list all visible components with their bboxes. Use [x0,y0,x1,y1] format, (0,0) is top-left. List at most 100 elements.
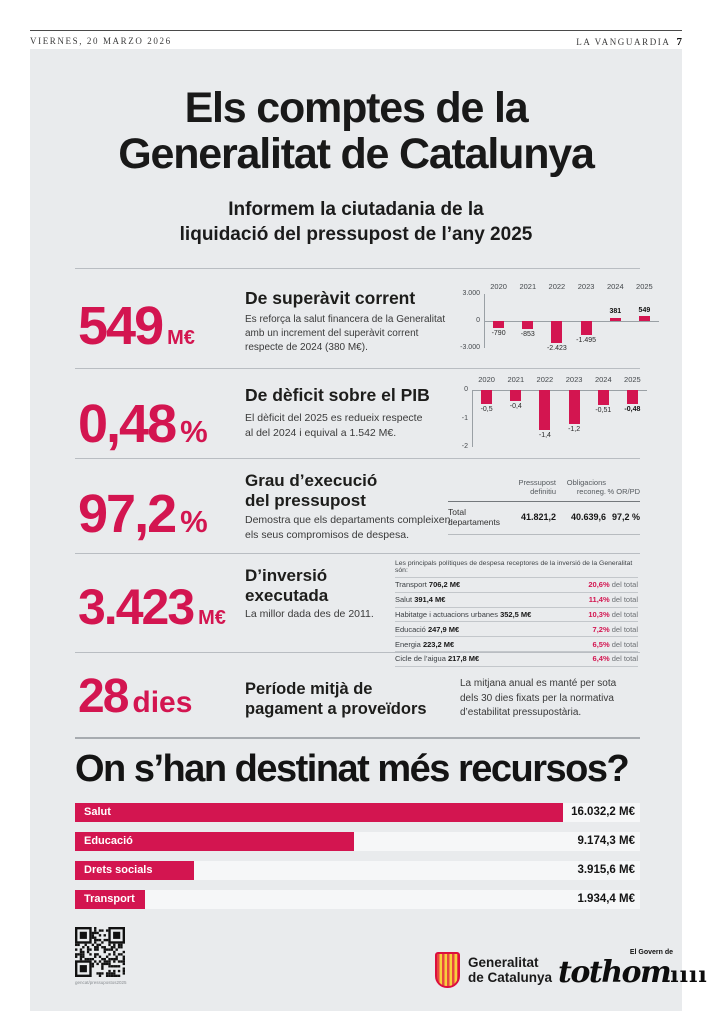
table-header: Pressupost definitiu [518,478,556,497]
bar: Drets socials [75,861,194,880]
category-label: 2021 [519,282,537,291]
masthead-name: LA VANGUARDIA [576,37,671,47]
category-label: 2025 [636,282,653,291]
value-label: -1,2 [568,426,581,434]
body-inversio: La millor dada des de 2011. [245,608,374,620]
item-label: Transport 706,2 M€ [395,580,461,590]
bar [510,390,522,402]
heading-deficit: De dèficit sobre el PIB [245,385,430,405]
stat-unit: % [180,414,208,449]
value-label: 549 [638,306,651,314]
newspaper-masthead: LA VANGUARDIA 7 [576,36,682,48]
divider [75,368,640,369]
list-item: Transport 706,2 M€ 20,6% del total [395,577,638,592]
table-cell: 97,2 % [611,511,640,522]
value-label: -0,51 [595,406,612,414]
item-label: Educació 247,9 M€ [395,624,460,634]
value-label: -853 [520,330,535,338]
heading-inversio: D’inversió executada [245,566,329,606]
heading-superavit: De superàvit corrent [245,288,416,308]
bar-label: Salut [84,806,111,818]
stat-pagament: 28 dies [78,670,193,723]
category-label: 2025 [624,375,641,384]
section-question: On s’han destinat més recursos? [75,748,630,790]
bar-value: 16.032,2 M€ [571,806,635,818]
generalitat-logo-text: Generalitat de Catalunya [468,954,553,985]
divider [75,458,640,459]
body-pagament: La mitjana anual es manté per sota dels … [460,678,617,718]
bar-value: 9.174,3 M€ [577,835,635,847]
y-axis-line [472,390,473,447]
value-label: 381 [609,308,622,316]
bar [609,317,621,321]
item-percent: 6,4% del total [592,654,638,664]
generalitat-shield-icon [435,952,460,988]
stat-unit: dies [132,686,193,719]
table-row: Total departaments 41.821,2 40.639,6 97,2 % [448,502,640,535]
item-label: Cicle de l’aigua 217,8 M€ [395,654,480,664]
execucio-table: Pressupost definitiu Obligacions reconeg.… [448,478,640,535]
item-label: Salut 391,4 M€ [395,595,446,605]
bar [522,321,534,329]
item-label: Habitatge i actuacions urbanes 352,5 M€ [395,609,532,619]
stat-deficit: 0,48% [78,394,208,454]
stat-execucio: 97,2% [78,484,208,544]
stat-unit: M€ [198,607,226,629]
heading-execucio: Grau d’execució del pressupost [245,471,378,511]
stat-superavit: 549 M€ [78,296,195,356]
resource-bar-row: Drets socials 3.915,6 M€ [75,861,640,880]
item-percent: 20,6% del total [588,580,638,590]
category-label: 2023 [577,282,595,291]
item-label: Energia 223,2 M€ [395,639,455,649]
y-tick-label: -2 [461,443,468,450]
table-header: % OR/PD [607,487,640,497]
body-deficit: El dèficit del 2025 es redueix respecte … [245,412,423,439]
category-label: 2024 [594,375,612,384]
superavit-chart: 3.000 0 -3.000 2020 -790 2021 -853 2022 -2.423 20… [458,282,663,367]
bar-label: Drets socials [84,864,153,876]
bar-label: Educació [84,835,133,847]
item-percent: 7,2% del total [592,624,638,634]
y-tick-label: -1 [461,414,468,422]
bar [539,390,551,430]
resource-bar-row: Salut 16.032,2 M€ [75,803,640,822]
ad-title: Els comptes de la Generalitat de Catalun… [118,84,595,179]
bar-value: 1.934,4 M€ [577,893,635,905]
divider [75,553,640,554]
value-label: -1,4 [538,431,551,439]
value-label: -0,48 [624,405,641,413]
bar-track [75,890,640,909]
body-superavit: Es reforça la salut financera de la Gene… [245,314,446,354]
newspaper-date: VIERNES, 20 MARZO 2026 [30,36,172,46]
table-cell: 40.639,6 [570,511,606,522]
bar [626,390,638,404]
category-label: 2022 [536,375,554,384]
bar [493,321,505,329]
bar [481,390,493,405]
value-label: -790 [491,330,506,338]
deficit-chart: 0 -1 -2 2020 -0,5 2021 -0,4 2022 -1,4 2023 -1,2 202… [458,375,663,460]
divider [75,268,640,269]
item-percent: 6,5% del total [592,639,638,649]
category-label: 2023 [565,375,583,384]
generalitat-logo: Generalitat de Catalunya [435,952,552,988]
item-percent: 11,4% del total [588,595,638,605]
value-label: -1.495 [576,336,597,344]
category-label: 2022 [548,282,566,291]
bar-label: Transport [84,893,135,905]
list-item: Cicle de l’aigua 217,8 M€ 6,4% del total [395,650,638,667]
govern-de-tothom-logo: El Govern de tothomıııı [558,947,707,999]
y-tick-label: 3.000 [462,290,480,297]
zero-line [472,390,647,391]
value-label: -2.423 [546,344,567,352]
list-item: Educació 247,9 M€ 7,2% del total [395,621,638,636]
bar [597,390,609,405]
qr-code [75,927,125,977]
category-label: 2020 [490,282,507,291]
resource-bar-row: Transport 1.934,4 M€ [75,890,640,909]
table-header-row: Pressupost definitiu Obligacions reconeg.… [448,478,640,502]
bar [638,316,650,321]
stat-unit: M€ [167,327,195,349]
stat-unit: % [180,504,208,539]
